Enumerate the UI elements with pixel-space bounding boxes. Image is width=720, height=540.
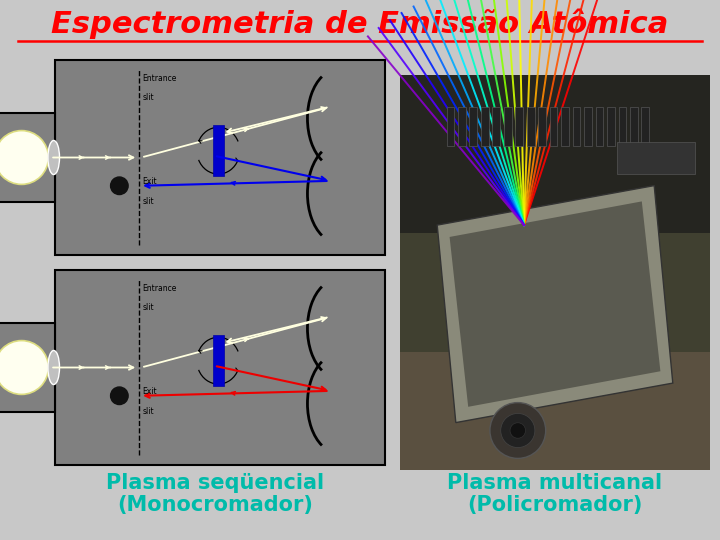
Polygon shape	[437, 186, 672, 423]
Bar	[400, 75, 710, 470]
Text: slit: slit	[142, 303, 154, 312]
Bar	[595, 106, 603, 146]
Bar	[527, 106, 534, 146]
Circle shape	[0, 131, 48, 185]
Bar	[55, 270, 385, 465]
Circle shape	[111, 387, 128, 404]
Circle shape	[0, 341, 48, 394]
Bar	[617, 142, 695, 174]
Bar	[607, 106, 615, 146]
Text: Plasma seqüencial: Plasma seqüencial	[106, 473, 324, 493]
Bar	[539, 106, 546, 146]
Text: Entrance: Entrance	[142, 284, 176, 293]
Polygon shape	[449, 201, 660, 407]
Bar	[642, 106, 649, 146]
Bar	[458, 106, 466, 146]
Circle shape	[111, 177, 128, 194]
Text: Exit: Exit	[142, 177, 157, 186]
Bar	[516, 106, 523, 146]
Text: slit: slit	[142, 197, 154, 206]
Circle shape	[490, 403, 546, 458]
Bar	[550, 106, 557, 146]
Bar	[561, 106, 569, 146]
Bar	[400, 75, 710, 233]
Circle shape	[510, 423, 526, 438]
Bar	[213, 335, 224, 386]
Circle shape	[500, 414, 535, 448]
Ellipse shape	[48, 140, 60, 174]
Bar	[0, 322, 55, 413]
Bar	[213, 125, 224, 176]
Bar	[55, 60, 385, 255]
Text: Exit: Exit	[142, 387, 157, 396]
Text: slit: slit	[142, 93, 154, 102]
Text: Plasma multicanal: Plasma multicanal	[447, 473, 662, 493]
Bar	[469, 106, 477, 146]
Text: slit: slit	[142, 407, 154, 415]
Ellipse shape	[48, 350, 60, 384]
Bar	[400, 292, 710, 470]
Text: Espectrometria de Emissão Atômica: Espectrometria de Emissão Atômica	[51, 9, 669, 39]
Bar	[572, 106, 580, 146]
Bar	[400, 174, 710, 352]
Bar	[504, 106, 512, 146]
Bar	[481, 106, 489, 146]
Bar	[446, 106, 454, 146]
Text: Entrance: Entrance	[142, 73, 176, 83]
Bar	[630, 106, 638, 146]
Bar	[0, 113, 55, 202]
Bar	[584, 106, 592, 146]
Text: (Policromador): (Policromador)	[467, 495, 643, 515]
Bar	[618, 106, 626, 146]
Text: (Monocromador): (Monocromador)	[117, 495, 313, 515]
Bar	[492, 106, 500, 146]
